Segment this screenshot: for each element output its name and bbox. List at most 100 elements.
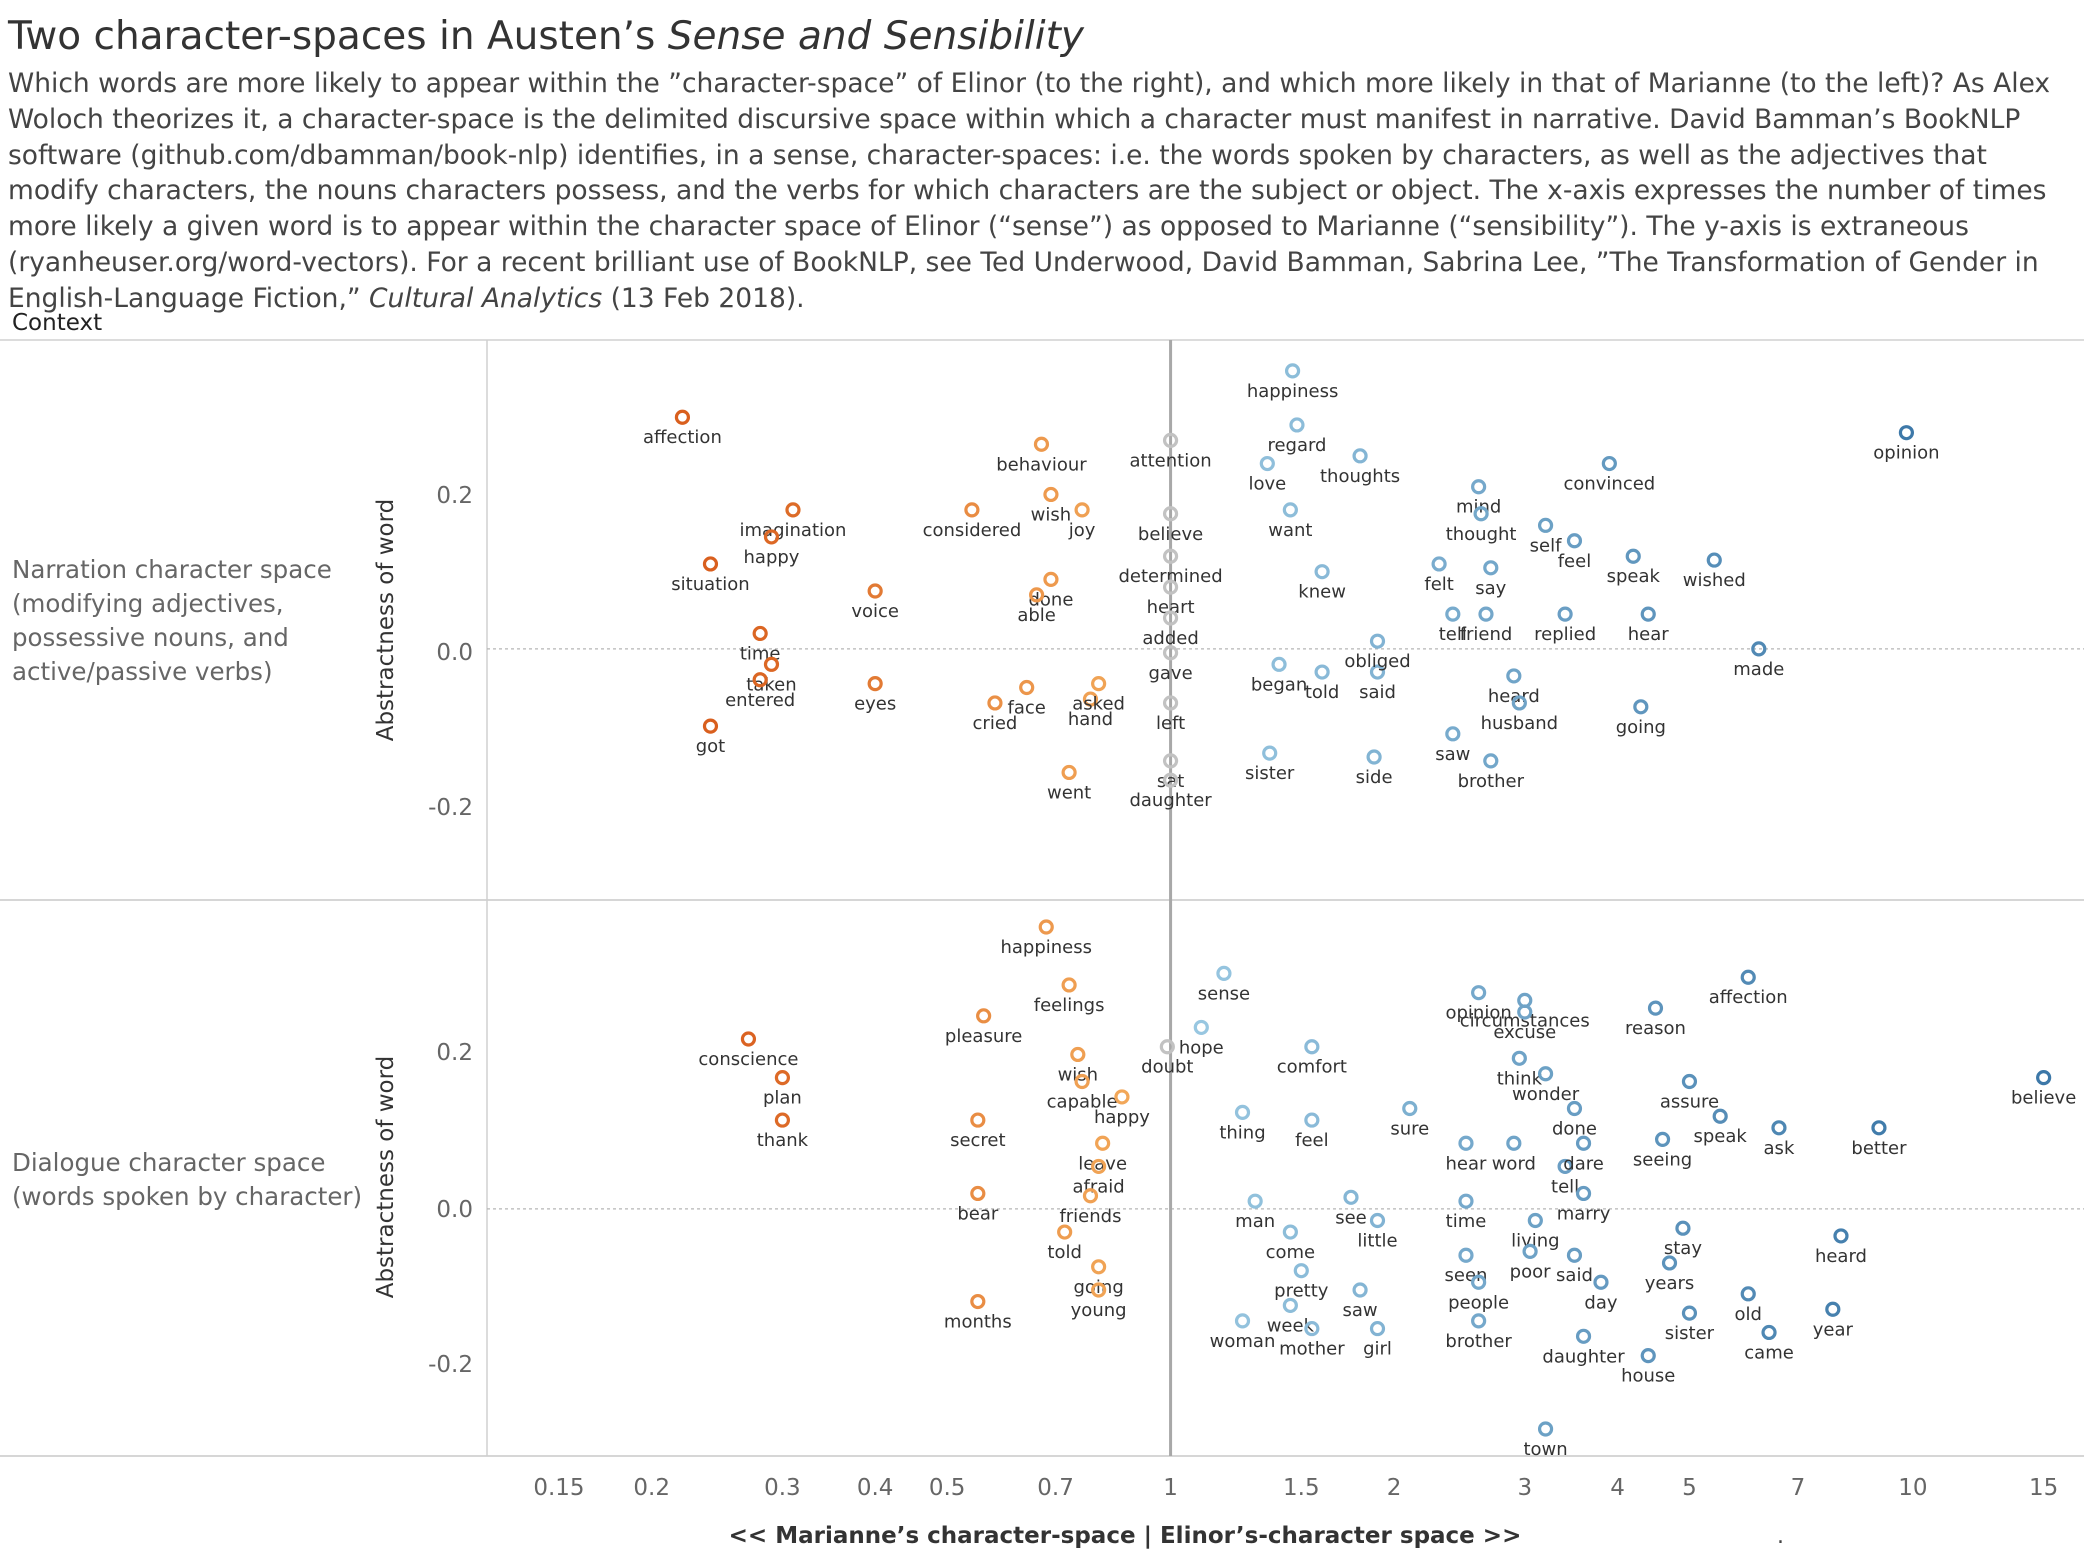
data-point[interactable] bbox=[867, 583, 883, 599]
data-point[interactable] bbox=[1352, 1282, 1368, 1298]
data-point[interactable] bbox=[1527, 1212, 1543, 1229]
data-point[interactable] bbox=[1740, 969, 1756, 985]
data-point[interactable] bbox=[1771, 1120, 1787, 1136]
data-point[interactable] bbox=[1271, 656, 1287, 672]
data-point[interactable] bbox=[1057, 1224, 1073, 1240]
data-point[interactable] bbox=[1162, 610, 1179, 626]
data-point[interactable] bbox=[702, 556, 719, 572]
data-point[interactable] bbox=[1162, 645, 1179, 661]
data-point[interactable] bbox=[1478, 606, 1494, 622]
data-point[interactable] bbox=[1082, 691, 1099, 707]
data-point[interactable] bbox=[1537, 1421, 1554, 1437]
data-point[interactable] bbox=[1162, 579, 1179, 595]
data-point[interactable] bbox=[1282, 1224, 1298, 1240]
data-point[interactable] bbox=[1640, 1348, 1656, 1364]
data-point[interactable] bbox=[987, 695, 1003, 711]
data-point[interactable] bbox=[1095, 1135, 1111, 1151]
data-point[interactable] bbox=[1019, 679, 1035, 696]
data-point[interactable] bbox=[752, 625, 768, 642]
data-point[interactable] bbox=[970, 1112, 986, 1128]
data-point[interactable] bbox=[1640, 606, 1656, 622]
data-point[interactable] bbox=[1458, 1247, 1474, 1263]
data-point[interactable] bbox=[1369, 664, 1386, 680]
data-point[interactable] bbox=[1473, 506, 1489, 522]
data-point[interactable] bbox=[1566, 1247, 1583, 1263]
data-point[interactable] bbox=[1216, 965, 1232, 981]
data-point[interactable] bbox=[1706, 552, 1722, 568]
data-point[interactable] bbox=[1162, 772, 1179, 788]
data-point[interactable] bbox=[1471, 985, 1487, 1001]
data-point[interactable] bbox=[1458, 1135, 1474, 1151]
data-point[interactable] bbox=[1522, 1243, 1538, 1259]
data-point[interactable] bbox=[1091, 1259, 1107, 1275]
data-point[interactable] bbox=[1074, 502, 1090, 518]
data-point[interactable] bbox=[1431, 556, 1447, 572]
data-point[interactable] bbox=[970, 1185, 986, 1202]
data-point[interactable] bbox=[1284, 363, 1301, 379]
data-point[interactable] bbox=[1557, 606, 1573, 622]
data-point[interactable] bbox=[1751, 641, 1767, 657]
data-point[interactable] bbox=[1833, 1228, 1849, 1244]
data-point[interactable] bbox=[1369, 1212, 1386, 1229]
data-point[interactable] bbox=[785, 502, 801, 518]
data-point[interactable] bbox=[1038, 919, 1054, 935]
data-point[interactable] bbox=[1825, 1301, 1841, 1317]
data-point[interactable] bbox=[1061, 764, 1077, 781]
data-point[interactable] bbox=[1162, 548, 1179, 564]
data-point[interactable] bbox=[1162, 506, 1179, 522]
data-point[interactable] bbox=[1259, 455, 1275, 472]
data-point[interactable] bbox=[1517, 1004, 1533, 1020]
data-point[interactable] bbox=[674, 409, 691, 425]
data-point[interactable] bbox=[1537, 1066, 1554, 1082]
data-point[interactable] bbox=[1625, 548, 1641, 564]
data-point[interactable] bbox=[1654, 1131, 1671, 1147]
data-point[interactable] bbox=[1445, 606, 1461, 622]
data-point[interactable] bbox=[1043, 571, 1059, 587]
data-point[interactable] bbox=[1575, 1135, 1592, 1151]
data-point[interactable] bbox=[2036, 1070, 2052, 1086]
data-point[interactable] bbox=[1234, 1104, 1251, 1120]
data-point[interactable] bbox=[976, 1008, 992, 1024]
data-point[interactable] bbox=[774, 1070, 791, 1086]
data-point[interactable] bbox=[1898, 425, 1915, 441]
data-point[interactable] bbox=[964, 502, 980, 518]
data-point[interactable] bbox=[1304, 1320, 1320, 1337]
data-point[interactable] bbox=[1262, 745, 1278, 761]
data-point[interactable] bbox=[1369, 1320, 1386, 1337]
data-point[interactable] bbox=[1114, 1089, 1130, 1105]
data-point[interactable] bbox=[1483, 753, 1499, 769]
data-point[interactable] bbox=[1282, 1297, 1298, 1314]
data-point[interactable] bbox=[1029, 587, 1045, 603]
data-point[interactable] bbox=[1369, 633, 1386, 649]
data-point[interactable] bbox=[1661, 1255, 1678, 1271]
data-point[interactable] bbox=[1647, 1000, 1664, 1016]
data-point[interactable] bbox=[1675, 1220, 1691, 1236]
data-point[interactable] bbox=[702, 718, 719, 734]
data-point[interactable] bbox=[1043, 486, 1059, 503]
data-point[interactable] bbox=[774, 1112, 791, 1128]
data-point[interactable] bbox=[1593, 1274, 1609, 1290]
data-point[interactable] bbox=[1314, 564, 1330, 580]
data-point[interactable] bbox=[1712, 1108, 1728, 1124]
data-point[interactable] bbox=[1740, 1286, 1756, 1302]
data-point[interactable] bbox=[1566, 1100, 1583, 1117]
data-point[interactable] bbox=[1471, 479, 1487, 495]
data-point[interactable] bbox=[1471, 1313, 1487, 1329]
data-point[interactable] bbox=[1234, 1313, 1251, 1329]
data-point[interactable] bbox=[1162, 753, 1179, 769]
data-point[interactable] bbox=[1483, 560, 1499, 576]
data-point[interactable] bbox=[1871, 1120, 1887, 1136]
data-point[interactable] bbox=[1352, 448, 1368, 464]
data-point[interactable] bbox=[1402, 1100, 1418, 1117]
data-point[interactable] bbox=[1458, 1193, 1474, 1209]
data-point[interactable] bbox=[1537, 517, 1554, 533]
data-point[interactable] bbox=[1366, 749, 1382, 765]
data-point[interactable] bbox=[752, 672, 768, 688]
data-point[interactable] bbox=[1282, 502, 1298, 518]
data-point[interactable] bbox=[1601, 455, 1617, 472]
data-point[interactable] bbox=[1343, 1189, 1359, 1205]
data-point[interactable] bbox=[1091, 1158, 1107, 1175]
data-point[interactable] bbox=[1070, 1046, 1086, 1063]
data-point[interactable] bbox=[1193, 1019, 1209, 1036]
data-point[interactable] bbox=[763, 656, 780, 672]
